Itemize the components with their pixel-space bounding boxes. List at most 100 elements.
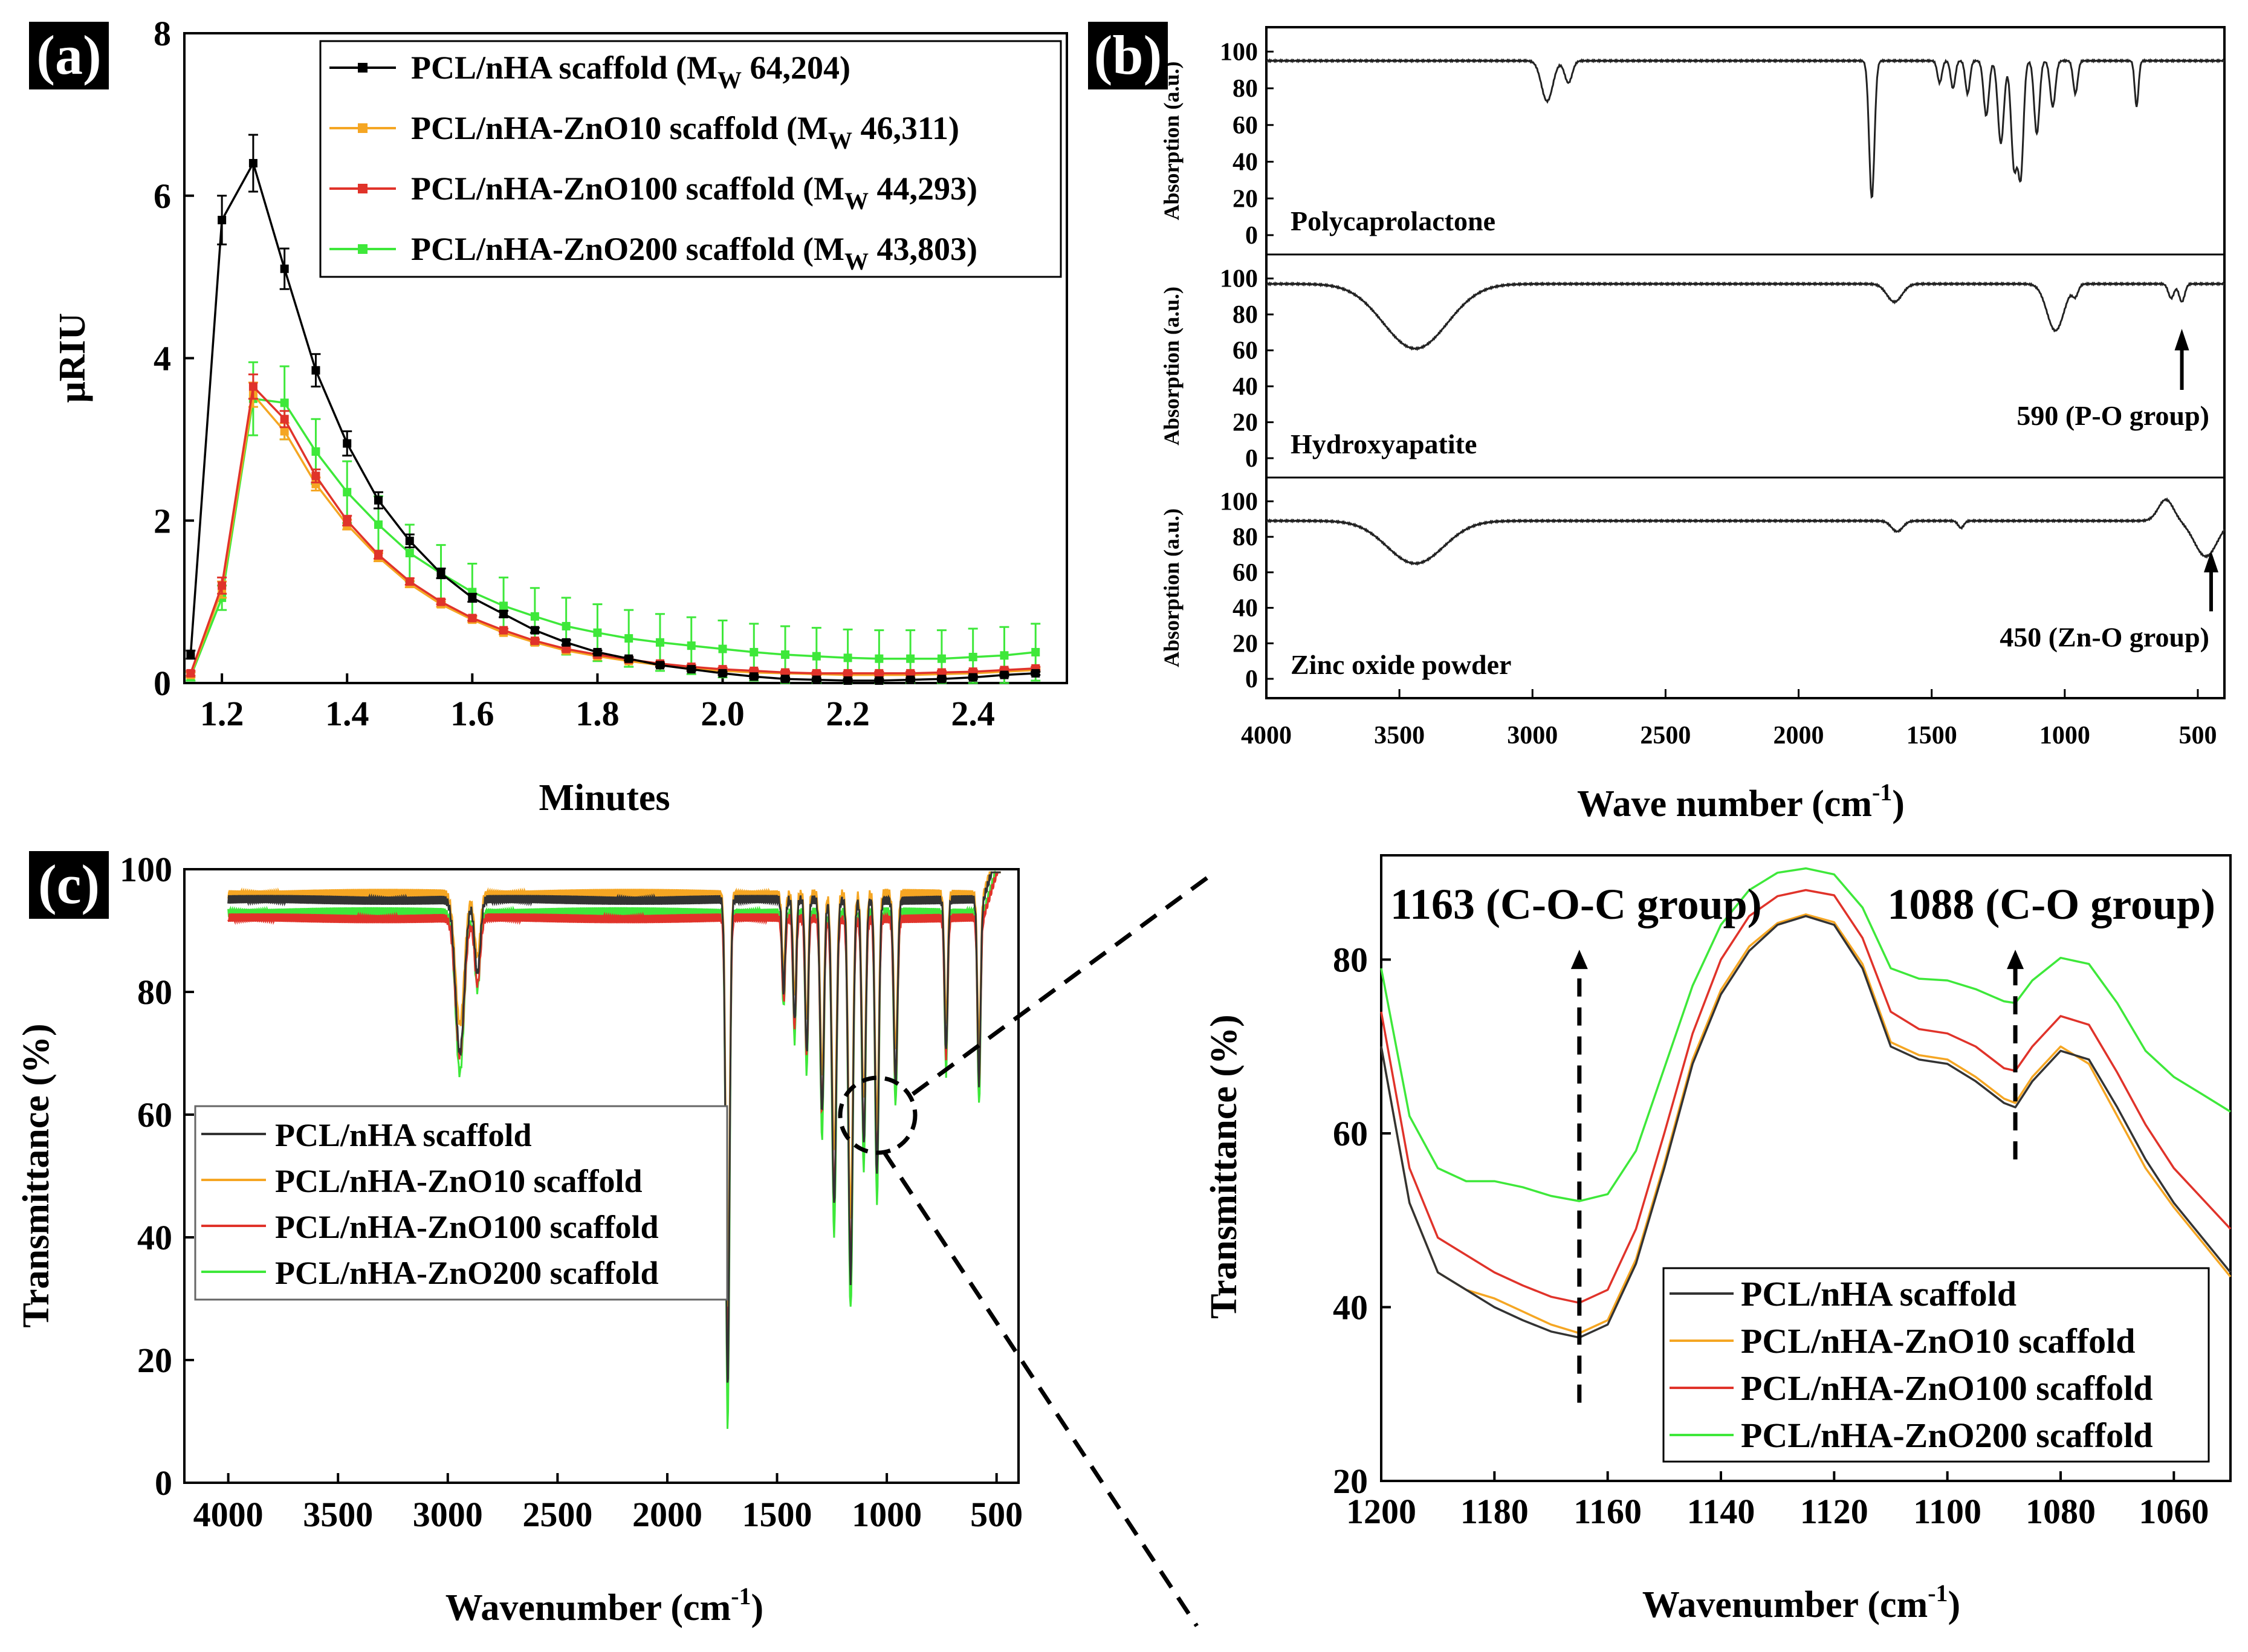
legend-label: PCL/nHA-ZnO200 scaffold — [275, 1255, 659, 1291]
y-axis-title: Absorption (a.u.) — [1159, 508, 1184, 667]
data-point — [530, 637, 539, 646]
data-point — [937, 668, 946, 677]
panel-a-label-bg — [29, 22, 109, 89]
data-point — [311, 447, 320, 456]
x-tick-label: 1500 — [742, 1495, 812, 1534]
data-point — [1000, 651, 1009, 660]
panel-a-label: (a) — [36, 24, 101, 86]
y-tick-label: 40 — [1233, 149, 1258, 177]
legend-label-sub: W — [844, 248, 869, 275]
x-tick-label: 1500 — [1906, 722, 1957, 750]
y-tick-label: 80 — [1233, 75, 1258, 103]
series-line-green — [1380, 867, 2231, 1202]
x-tick-label: 1160 — [1573, 1492, 1642, 1531]
spectrum-line — [1266, 281, 2226, 351]
panel-a-legend-entries: PCL/nHA scaffold (MW 64,204)PCL/nHA-ZnO1… — [329, 50, 977, 275]
y-tick-label: 60 — [137, 1095, 172, 1135]
data-point — [186, 650, 195, 659]
data-point — [468, 614, 477, 623]
panel-b-x-title-tail: ) — [1892, 783, 1905, 824]
data-point — [843, 676, 852, 685]
data-point — [436, 569, 445, 578]
legend-label: PCL/nHA-ZnO200 scaffold (MW 43,803) — [411, 231, 977, 275]
panel-c-zoom-annotations: 1163 (C-O-C group) 1088 (C-O group) — [1390, 880, 2215, 1403]
panel-c-zoom-x-title-tail: ) — [1948, 1584, 1961, 1625]
y-axis-title: Absorption (a.u.) — [1159, 287, 1184, 445]
panel-c-zoom-circle — [838, 1075, 918, 1155]
legend-marker — [358, 63, 368, 73]
panel-c-zoom-legend-entries: PCL/nHA scaffold PCL/nHA-ZnO10 scaffold PC… — [1670, 1274, 2153, 1455]
panel-a-y-title: μRIU — [52, 313, 93, 403]
legend-label: PCL/nHA-ZnO10 scaffold — [1741, 1321, 2136, 1361]
spectrum-line — [1266, 58, 2226, 199]
x-tick-label: 2500 — [522, 1495, 592, 1534]
legend-marker — [358, 184, 368, 193]
data-point — [343, 439, 352, 448]
panel-c-zoom-y-ticks: 20 40 60 80 — [1333, 941, 1391, 1501]
y-tick-label: 20 — [1233, 409, 1258, 437]
panel-c-y-ticks: 0 20 40 60 80 100 — [120, 850, 194, 1503]
x-tick-label: 1.4 — [325, 694, 369, 733]
data-point — [812, 669, 821, 678]
y-axis-title: Absorption (a.u.) — [1159, 61, 1184, 220]
data-point — [937, 675, 946, 684]
panel-c-x-title-sup: -1 — [731, 1582, 751, 1610]
data-point — [530, 626, 539, 635]
y-tick-label: 100 — [1220, 488, 1258, 516]
data-point — [906, 675, 915, 684]
x-tick-label: 1.6 — [450, 694, 494, 733]
annotation-label: 450 (Zn-O group) — [2000, 621, 2209, 652]
annotation-label: 1088 (C-O group) — [1887, 880, 2215, 928]
y-tick-label: 100 — [1220, 265, 1258, 293]
series-green — [186, 361, 1041, 684]
data-point — [655, 638, 664, 647]
x-tick-label: 1000 — [2039, 722, 2090, 750]
x-tick-label: 1.8 — [575, 694, 620, 733]
panel-a-series — [186, 134, 1041, 685]
panel-b-x-ticks: 4000 3500 3000 2500 2000 1500 1000 500 — [1241, 689, 2217, 750]
y-tick-label: 0 — [155, 1463, 172, 1503]
data-point — [593, 628, 602, 637]
subplot-1: 0 20 40 60 80 100 Absorption (a.u.) Polycaprola… — [1159, 38, 2226, 250]
panel-c-label: (c) — [38, 854, 100, 915]
y-tick-label: 100 — [120, 850, 172, 889]
y-tick-label: 80 — [137, 973, 172, 1012]
x-tick-label: 1080 — [2026, 1492, 2096, 1531]
panel-b-subplots: 0 20 40 60 80 100 Absorption (a.u.) Polycaprola… — [1159, 38, 2226, 693]
series-line — [189, 384, 1036, 675]
data-point — [718, 644, 727, 653]
data-point — [248, 382, 258, 391]
annotation-arrow-head — [2174, 328, 2189, 351]
spectrum-line — [1266, 497, 2226, 566]
data-point — [374, 520, 383, 529]
legend-label: PCL/nHA-ZnO100 scaffold — [275, 1209, 659, 1245]
data-point — [186, 669, 195, 678]
panel-a-plot-area: 0 2 4 6 8 1.2 1.4 1.6 1.8 2.0 2.2 2.4 PCL/nHA scaf… — [154, 14, 1068, 733]
panel-b-x-title-sup: -1 — [1872, 779, 1892, 806]
annotation-arrow-head — [2203, 551, 2218, 572]
panel-c-zoom: 20 40 60 80 1200 1180 1160 1140 1120 1100 1080 106… — [1203, 854, 2232, 1625]
subplot-2: 0 20 40 60 80 100 Absorption (a.u.) Hydroxyapat… — [1159, 265, 2226, 473]
legend-marker — [358, 244, 368, 254]
panel-a-x-title: Minutes — [539, 777, 670, 818]
data-point — [311, 366, 320, 375]
y-tick-label: 0 — [1245, 445, 1258, 473]
data-point — [812, 652, 821, 661]
panel-c-plot-frame — [183, 868, 1020, 1484]
x-tick-label: 1100 — [1913, 1492, 1981, 1531]
legend-label-tail: 43,803) — [869, 231, 977, 267]
panel-a-y-ticks: 0 2 4 6 8 — [154, 14, 194, 703]
legend-label: PCL/nHA-ZnO100 scaffold (MW 44,293) — [411, 170, 977, 215]
data-point — [1031, 669, 1040, 678]
data-point — [843, 653, 852, 662]
data-point — [781, 668, 790, 677]
series-line-red — [1380, 889, 2232, 1304]
data-point — [624, 654, 633, 663]
legend-label-tail: 64,204) — [742, 50, 850, 86]
panel-c-x-title: Wavenumber (cm-1) — [445, 1582, 763, 1628]
panel-c-legend-entries: PCL/nHA scaffold PCL/nHA-ZnO10 scaffold PC… — [201, 1117, 659, 1291]
data-point — [562, 621, 571, 630]
y-tick-label: 8 — [154, 14, 171, 53]
x-tick-label: 3500 — [303, 1495, 373, 1534]
data-point — [718, 669, 727, 678]
